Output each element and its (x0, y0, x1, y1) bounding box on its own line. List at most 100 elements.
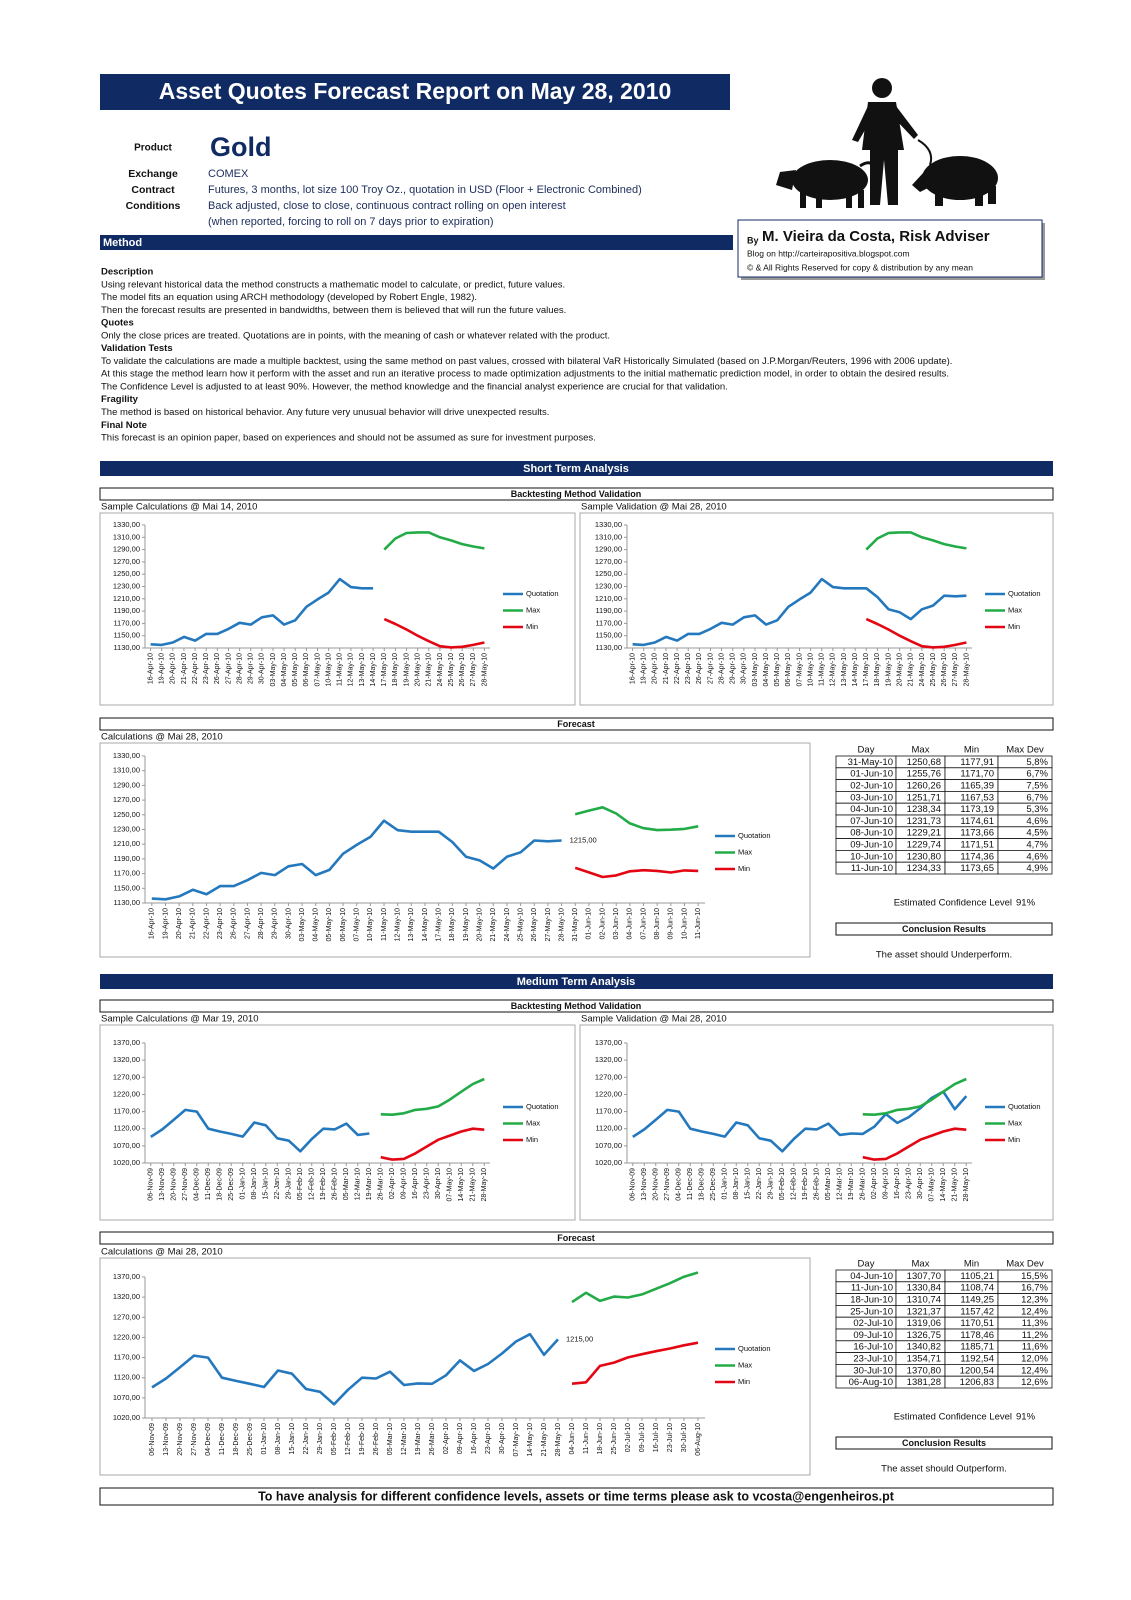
x-tick-label: 05-May-10 (292, 653, 299, 687)
x-tick-label: 14-May-10 (422, 908, 429, 942)
table-header: Day (858, 745, 875, 756)
x-tick-label: 19-May-10 (885, 653, 892, 687)
y-tick-label: 1150,00 (113, 883, 140, 892)
table-cell-text: 1326,75 (907, 1330, 941, 1341)
y-tick-label: 1170,00 (595, 618, 622, 627)
series-line (571, 1271, 699, 1304)
subtitle: Backtesting Method Validation (511, 1001, 642, 1011)
table-cell-text: 1108,74 (960, 1283, 994, 1294)
method-heading: Fragility (101, 394, 139, 405)
contract-label: Contract (131, 184, 175, 196)
x-tick-label: 14-May-10 (458, 1168, 465, 1202)
x-tick-label: 07-May-10 (796, 653, 803, 687)
y-tick-label: 1270,00 (113, 557, 140, 566)
table-cell-text: 04-Jun-10 (850, 1271, 893, 1282)
table-cell-text: 10-Jun-10 (850, 851, 893, 862)
x-tick-label: 19-Mar-10 (848, 1168, 855, 1200)
subtitle-box (99, 487, 1054, 501)
x-tick-label: 08-Jan-10 (733, 1168, 740, 1200)
table-cell-text: 12,3% (1021, 1295, 1048, 1306)
x-tick-label: 04-May-10 (763, 653, 770, 687)
table-cell-text: 1177,91 (960, 757, 994, 768)
table-cell-text: 7,5% (1026, 781, 1048, 792)
x-tick-label: 07-May-10 (929, 1168, 936, 1202)
x-tick-label: 16-Jul-10 (653, 1423, 660, 1452)
x-tick-label: 20-Nov-09 (177, 1423, 184, 1456)
x-tick-label: 28-May-10 (963, 1168, 970, 1202)
x-tick-label: 03-May-10 (299, 908, 306, 942)
x-tick-label: 26-Apr-10 (231, 908, 238, 939)
x-tick-label: 10-May-10 (807, 653, 814, 687)
y-tick-label: 1170,00 (113, 1107, 140, 1116)
table-cell-text: 4,6% (1026, 851, 1048, 862)
x-tick-label: 06-Aug-10 (695, 1423, 702, 1456)
series-line (632, 1090, 968, 1153)
table-header: Min (964, 1259, 979, 1270)
legend-label: Max (526, 605, 540, 614)
conditions-value: (when reported, forcing to roll on 7 day… (208, 216, 494, 228)
x-tick-label: 13-May-10 (359, 653, 366, 687)
x-tick-label: 07-May-10 (314, 653, 321, 687)
x-tick-label: 09-Apr-10 (457, 1423, 464, 1454)
x-tick-label: 18-May-10 (449, 908, 456, 942)
y-tick-label: 1370,00 (113, 1038, 140, 1047)
table-cell-text: 15,5% (1021, 1271, 1048, 1282)
legend-label: Quotation (1008, 589, 1041, 598)
table-cell-text: 30-Jul-10 (853, 1365, 893, 1376)
x-tick-label: 25-Dec-09 (710, 1168, 717, 1201)
legend-label: Min (526, 1135, 538, 1144)
x-tick-label: 30-Jul-10 (681, 1423, 688, 1452)
x-tick-label: 02-Jul-10 (625, 1423, 632, 1452)
series-line (150, 1108, 370, 1153)
series-line (632, 577, 967, 647)
table-cell-text: 1340,82 (907, 1342, 941, 1353)
table-cell-text: 1170,51 (960, 1318, 994, 1329)
x-tick-label: 21-May-10 (426, 653, 433, 687)
x-tick-label: 22-Apr-10 (674, 653, 681, 684)
x-tick-label: 20-May-10 (476, 908, 483, 942)
y-tick-label: 1370,00 (113, 1272, 140, 1281)
y-tick-label: 1170,00 (595, 1107, 622, 1116)
section-title: Medium Term Analysis (517, 976, 636, 988)
x-tick-label: 16-Apr-10 (629, 653, 636, 684)
method-heading: Validation Tests (101, 343, 173, 354)
x-tick-label: 29-Apr-10 (272, 908, 279, 939)
author-box (737, 219, 1043, 278)
series-line (574, 866, 699, 879)
x-tick-label: 23-Apr-10 (485, 1423, 492, 1454)
confidence-label: Estimated Confidence Level (894, 1412, 1012, 1423)
method-line: The method is based on historical behavi… (101, 407, 549, 418)
table-cell-text: 1185,71 (960, 1342, 994, 1353)
y-tick-label: 1190,00 (113, 854, 140, 863)
chart-title: Sample Validation @ Mai 28, 2010 (581, 502, 727, 513)
annotation: 1215,00 (570, 836, 597, 845)
series-line (380, 1127, 485, 1161)
table-cell-text: 12,0% (1021, 1354, 1048, 1365)
x-tick-label: 22-Apr-10 (192, 653, 199, 684)
product-value: Gold (210, 132, 272, 162)
legend-label: Min (738, 864, 750, 873)
chart-title: Calculations @ Mai 28, 2010 (101, 1247, 223, 1258)
table-cell-text: 01-Jun-10 (850, 769, 893, 780)
x-tick-label: 28-Apr-10 (258, 908, 265, 939)
x-tick-label: 14-May-10 (940, 1168, 947, 1202)
table-cell-text: 6,7% (1026, 792, 1048, 803)
conclusion-text: The asset should Underperform. (876, 950, 1012, 961)
x-tick-label: 26-Mar-10 (378, 1168, 385, 1200)
table-cell-text: 11-Jun-10 (851, 1283, 893, 1294)
x-tick-label: 26-May-10 (941, 653, 948, 687)
table-cell-text: 04-Jun-10 (850, 804, 893, 815)
x-tick-label: 07-Jun-10 (640, 908, 647, 940)
table-cell-text: 1260,26 (907, 781, 941, 792)
x-tick-label: 05-Feb-10 (297, 1168, 304, 1200)
x-tick-label: 28-May-10 (481, 1168, 488, 1202)
table-cell-text: 1200,54 (960, 1365, 994, 1376)
table-cell-text: 25-Jun-10 (850, 1306, 893, 1317)
table-cell-text: 09-Jul-10 (853, 1330, 893, 1341)
x-tick-label: 31-May-10 (572, 908, 579, 942)
x-tick-label: 12-Mar-10 (401, 1423, 408, 1455)
x-tick-label: 20-Nov-09 (171, 1168, 178, 1201)
y-tick-label: 1150,00 (595, 631, 622, 640)
x-tick-label: 04-Dec-09 (194, 1168, 201, 1201)
